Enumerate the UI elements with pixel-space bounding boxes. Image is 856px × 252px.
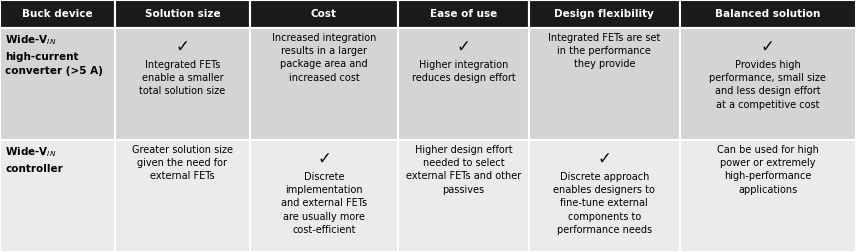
Text: Can be used for high
power or extremely
high-performance
applications: Can be used for high power or extremely …: [716, 145, 819, 195]
Bar: [0, 140, 115, 252]
Bar: [398, 140, 529, 252]
Text: Ease of use: Ease of use: [430, 9, 497, 19]
Bar: [398, 0, 529, 28]
Text: Provides high
performance, small size
and less design effort
at a competitive co: Provides high performance, small size an…: [710, 60, 826, 110]
Bar: [680, 28, 856, 140]
Text: Cost: Cost: [311, 9, 337, 19]
Text: Balanced solution: Balanced solution: [715, 9, 821, 19]
Text: ✓: ✓: [761, 38, 775, 56]
Text: ✓: ✓: [317, 150, 331, 168]
Bar: [115, 0, 250, 28]
Text: Integrated FETs
enable a smaller
total solution size: Integrated FETs enable a smaller total s…: [140, 60, 225, 97]
Bar: [0, 0, 115, 28]
Bar: [250, 140, 398, 252]
Text: Greater solution size
given the need for
external FETs: Greater solution size given the need for…: [132, 145, 233, 181]
Bar: [680, 140, 856, 252]
Text: Wide-V$_{IN}$
controller: Wide-V$_{IN}$ controller: [5, 145, 62, 174]
Text: ✓: ✓: [456, 38, 471, 56]
Text: Increased integration
results in a larger
package area and
increased cost: Increased integration results in a large…: [272, 33, 376, 83]
Bar: [529, 140, 680, 252]
Bar: [529, 28, 680, 140]
Bar: [250, 28, 398, 140]
Bar: [0, 28, 115, 140]
Text: Higher design effort
needed to select
external FETs and other
passives: Higher design effort needed to select ex…: [406, 145, 521, 195]
Text: Higher integration
reduces design effort: Higher integration reduces design effort: [412, 60, 515, 83]
Text: Discrete approach
enables designers to
fine-tune external
components to
performa: Discrete approach enables designers to f…: [553, 172, 656, 235]
Bar: [680, 0, 856, 28]
Text: ✓: ✓: [597, 150, 611, 168]
Bar: [529, 0, 680, 28]
Bar: [115, 140, 250, 252]
Text: ✓: ✓: [175, 38, 189, 56]
Text: Discrete
implementation
and external FETs
are usually more
cost-efficient: Discrete implementation and external FET…: [281, 172, 367, 235]
Text: Solution size: Solution size: [145, 9, 220, 19]
Bar: [250, 0, 398, 28]
Text: Integrated FETs are set
in the performance
they provide: Integrated FETs are set in the performan…: [548, 33, 661, 69]
Text: Design flexibility: Design flexibility: [555, 9, 654, 19]
Bar: [398, 28, 529, 140]
Text: Buck device: Buck device: [22, 9, 92, 19]
Text: Wide-V$_{IN}$
high-current
converter (>5 A): Wide-V$_{IN}$ high-current converter (>5…: [5, 33, 103, 76]
Bar: [115, 28, 250, 140]
